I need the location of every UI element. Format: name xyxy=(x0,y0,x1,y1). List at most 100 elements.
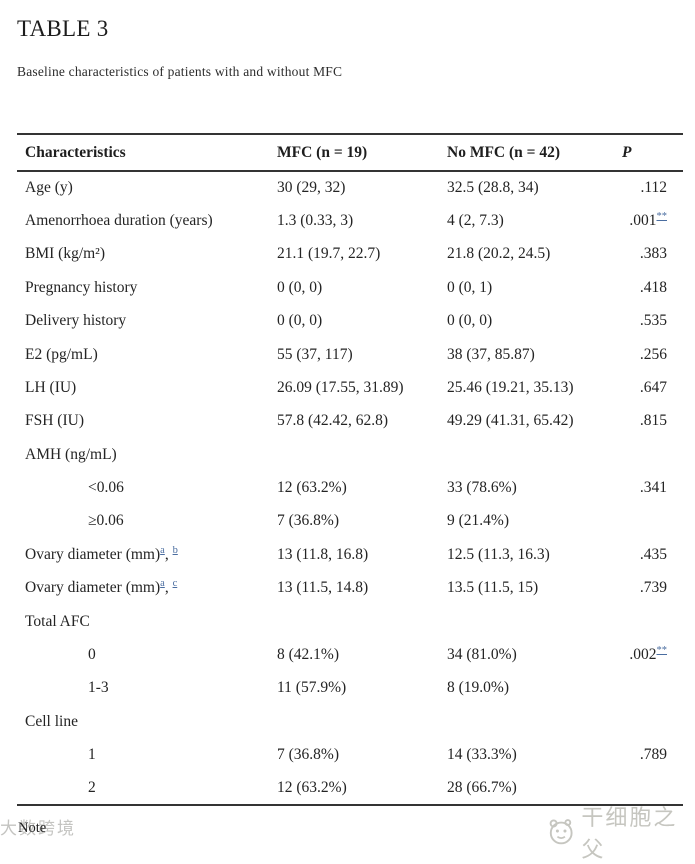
table-row: 0 8 (42.1%) 34 (81.0%) .002** xyxy=(17,638,683,671)
no-mfc-value: 0 (0, 1) xyxy=(447,278,493,296)
p-value: .435 xyxy=(639,545,667,563)
footnote-link-a[interactable]: a xyxy=(160,578,165,590)
col-header-characteristics: Characteristics xyxy=(17,134,277,172)
row-label: 1 xyxy=(88,746,96,764)
no-mfc-value: 13.5 (11.5, 15) xyxy=(447,579,539,597)
p-value: .739 xyxy=(639,579,667,597)
table-row: Pregnancy history 0 (0, 0) 0 (0, 1) .418 xyxy=(17,271,683,304)
table-section-row: Cell line xyxy=(17,705,683,738)
table-row: E2 (pg/mL) 55 (37, 117) 38 (37, 85.87) .256 xyxy=(17,338,683,371)
mfc-value: 26.09 (17.55, 31.89) xyxy=(277,378,404,396)
footnote-link-a[interactable]: a xyxy=(160,544,165,556)
p-value: .789 xyxy=(639,746,667,764)
table-caption: Baseline characteristics of patients wit… xyxy=(17,64,343,79)
no-mfc-value: 25.46 (19.21, 35.13) xyxy=(447,378,574,396)
mfc-value: 11 (57.9%) xyxy=(277,679,347,697)
table-row: 1 7 (36.8%) 14 (33.3%) .789 xyxy=(17,739,683,772)
section-label: AMH (ng/mL) xyxy=(25,445,117,463)
row-label: <0.06 xyxy=(88,479,124,497)
col-header-no-mfc: No MFC (n = 42) xyxy=(447,134,620,172)
footnote-separator: , xyxy=(164,579,173,597)
table-row: Amenorrhoea duration (years) 1.3 (0.33, 3… xyxy=(17,204,683,237)
table-label: TABLE 3 xyxy=(17,16,109,41)
footnote-link-significance[interactable]: ** xyxy=(656,210,668,222)
row-label: E2 (pg/mL) xyxy=(25,345,98,363)
section-label: Cell line xyxy=(25,712,78,730)
no-mfc-value: 33 (78.6%) xyxy=(447,479,517,497)
row-label: Pregnancy history xyxy=(25,278,138,296)
mfc-value: 12 (63.2%) xyxy=(277,779,347,797)
row-label: Ovary diameter (mm)a, b xyxy=(25,544,178,563)
mfc-value: 7 (36.8%) xyxy=(277,746,339,764)
no-mfc-value: 49.29 (41.31, 65.42) xyxy=(447,412,574,430)
mfc-value: 55 (37, 117) xyxy=(277,345,353,363)
mfc-value: 30 (29, 32) xyxy=(277,179,346,197)
row-label: ≥0.06 xyxy=(88,512,124,530)
row-label: 1-3 xyxy=(88,679,109,697)
mfc-value: 12 (63.2%) xyxy=(277,479,347,497)
table-row: Ovary diameter (mm)a, c 13 (11.5, 14.8) 13… xyxy=(17,572,683,605)
watermark-left: 大数跨境 xyxy=(0,819,76,839)
baseline-characteristics-table: Characteristics MFC (n = 19) No MFC (n =… xyxy=(17,133,683,807)
stem-cell-father-logo-icon xyxy=(549,819,573,845)
mfc-value: 21.1 (19.7, 22.7) xyxy=(277,245,381,263)
no-mfc-value: 38 (37, 85.87) xyxy=(447,345,535,363)
p-value: .002** xyxy=(629,644,668,664)
footnote-link-c[interactable]: c xyxy=(172,578,178,590)
row-label: Age (y) xyxy=(25,179,73,197)
mfc-value: 57.8 (42.42, 62.8) xyxy=(277,412,389,430)
table-section-row: AMH (ng/mL) xyxy=(17,438,683,471)
row-label: FSH (IU) xyxy=(25,412,84,430)
p-value: .001** xyxy=(629,210,668,229)
col-header-mfc: MFC (n = 19) xyxy=(277,134,447,172)
mfc-value: 7 (36.8%) xyxy=(277,512,339,530)
no-mfc-value xyxy=(447,438,620,471)
no-mfc-value: 14 (33.3%) xyxy=(447,746,517,764)
no-mfc-value: 34 (81.0%) xyxy=(447,646,517,664)
row-label: Delivery history xyxy=(25,312,127,330)
table-row: Ovary diameter (mm)a, b 13 (11.8, 16.8) 12… xyxy=(17,538,683,571)
p-value: .256 xyxy=(639,345,667,363)
table-row: 2 12 (63.2%) 28 (66.7%) xyxy=(17,772,683,805)
p-value xyxy=(620,438,683,471)
p-value: .647 xyxy=(639,378,667,396)
row-label: LH (IU) xyxy=(25,378,77,396)
no-mfc-value xyxy=(447,705,620,738)
mfc-value xyxy=(277,438,447,471)
p-value: .815 xyxy=(639,412,667,430)
watermark-right-text: 干细胞之父 xyxy=(581,806,678,863)
no-mfc-value: 4 (2, 7.3) xyxy=(447,211,504,229)
p-value xyxy=(620,605,683,638)
no-mfc-value: 12.5 (11.3, 16.3) xyxy=(447,545,550,563)
p-value: .418 xyxy=(639,278,667,296)
row-label: Amenorrhoea duration (years) xyxy=(25,211,213,229)
watermark-right: 干细胞之父 xyxy=(547,800,695,864)
no-mfc-value: 21.8 (20.2, 24.5) xyxy=(447,245,551,263)
footnote-link-significance[interactable]: ** xyxy=(656,644,668,656)
table-header-row: Characteristics MFC (n = 19) No MFC (n =… xyxy=(17,134,683,172)
mfc-value: 13 (11.8, 16.8) xyxy=(277,545,369,563)
mfc-value: 13 (11.5, 14.8) xyxy=(277,579,369,597)
note-label: Note xyxy=(18,820,47,836)
table-row: Age (y) 30 (29, 32) 32.5 (28.8, 34) .112 xyxy=(17,171,683,204)
footnote-link-b[interactable]: b xyxy=(172,544,178,556)
footnote-separator: , xyxy=(164,545,173,563)
table-row: ≥0.06 7 (36.8%) 9 (21.4%) xyxy=(17,505,683,538)
row-label: 2 xyxy=(88,779,96,797)
table-row: BMI (kg/m²) 21.1 (19.7, 22.7) 21.8 (20.2, … xyxy=(17,238,683,271)
table-row: 1-3 11 (57.9%) 8 (19.0%) xyxy=(17,672,683,705)
no-mfc-value: 8 (19.0%) xyxy=(447,679,509,697)
no-mfc-value: 32.5 (28.8, 34) xyxy=(447,179,539,197)
table-row: FSH (IU) 57.8 (42.42, 62.8) 49.29 (41.31, … xyxy=(17,405,683,438)
mfc-value: 8 (42.1%) xyxy=(277,646,339,664)
p-value xyxy=(620,672,683,705)
no-mfc-value: 0 (0, 0) xyxy=(447,312,493,330)
section-label: Total AFC xyxy=(25,612,90,630)
table-section-row: Total AFC xyxy=(17,605,683,638)
p-value: .112 xyxy=(640,179,667,197)
mfc-value xyxy=(277,605,447,638)
row-label: BMI (kg/m²) xyxy=(25,245,105,263)
p-value: .341 xyxy=(639,479,667,497)
p-value xyxy=(620,505,683,538)
